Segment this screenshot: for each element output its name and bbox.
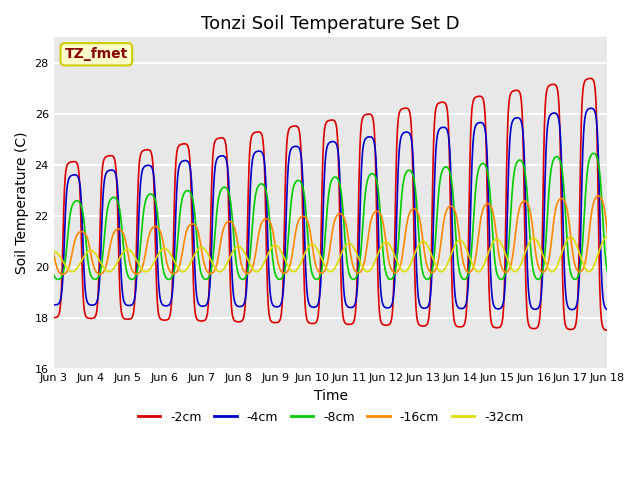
-4cm [604, 307, 611, 312]
-4cm [195, 301, 203, 307]
-32cm [50, 249, 58, 254]
-16cm [59, 271, 67, 277]
-2cm [587, 75, 595, 81]
-2cm [553, 84, 561, 89]
-8cm [431, 241, 439, 247]
-2cm [604, 327, 611, 333]
-8cm [172, 256, 180, 262]
-8cm [604, 269, 611, 275]
-8cm [554, 154, 561, 160]
-8cm [54, 276, 62, 282]
-8cm [589, 150, 597, 156]
Text: TZ_fmet: TZ_fmet [65, 47, 128, 61]
-2cm [322, 120, 330, 126]
-8cm [377, 215, 385, 220]
-32cm [172, 260, 179, 266]
-16cm [595, 193, 602, 199]
-4cm [588, 106, 595, 111]
-4cm [553, 111, 561, 117]
Title: Tonzi Soil Temperature Set D: Tonzi Soil Temperature Set D [201, 15, 460, 33]
Line: -32cm: -32cm [54, 236, 607, 272]
Legend: -2cm, -4cm, -8cm, -16cm, -32cm: -2cm, -4cm, -8cm, -16cm, -32cm [132, 406, 529, 429]
-32cm [377, 245, 385, 251]
Line: -8cm: -8cm [54, 153, 607, 279]
-4cm [431, 185, 438, 191]
-32cm [195, 245, 203, 251]
-32cm [554, 262, 561, 268]
-16cm [431, 267, 439, 273]
-16cm [50, 251, 58, 257]
-2cm [172, 173, 179, 179]
-16cm [172, 270, 180, 276]
-2cm [431, 120, 438, 126]
-2cm [376, 312, 383, 318]
-32cm [253, 269, 260, 275]
-16cm [323, 263, 330, 268]
-32cm [431, 261, 439, 267]
X-axis label: Time: Time [314, 389, 348, 403]
Line: -16cm: -16cm [54, 196, 607, 274]
-32cm [604, 233, 611, 239]
-4cm [50, 302, 58, 308]
-4cm [172, 229, 179, 235]
-8cm [196, 264, 204, 270]
-16cm [196, 237, 204, 242]
-4cm [322, 151, 330, 156]
-8cm [50, 272, 58, 278]
Y-axis label: Soil Temperature (C): Soil Temperature (C) [15, 132, 29, 274]
-16cm [604, 230, 611, 236]
-2cm [195, 318, 203, 324]
-2cm [50, 315, 58, 321]
-16cm [377, 212, 385, 217]
-32cm [323, 266, 330, 272]
Line: -2cm: -2cm [54, 78, 607, 330]
-8cm [323, 212, 330, 218]
-4cm [376, 270, 383, 276]
-16cm [554, 200, 561, 206]
Line: -4cm: -4cm [54, 108, 607, 310]
